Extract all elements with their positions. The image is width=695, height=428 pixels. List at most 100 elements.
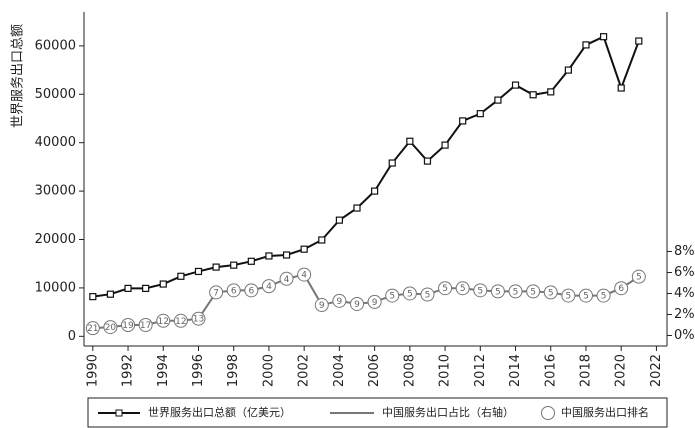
- point: [138, 317, 153, 332]
- point: [350, 296, 365, 311]
- point: [511, 81, 520, 89]
- point: [547, 88, 555, 96]
- x-tick-label: 2018: [578, 354, 593, 387]
- y-tick-label: 50000: [35, 87, 76, 102]
- x-tick-label: 1996: [191, 354, 206, 387]
- point: [226, 283, 241, 298]
- x-tick-label: 2022: [649, 354, 664, 387]
- point: [106, 290, 115, 298]
- data-label: 4: [284, 275, 290, 285]
- x-tick-label: 2002: [297, 354, 312, 387]
- point: [388, 159, 396, 167]
- data-label: 5: [583, 292, 589, 302]
- point: [617, 84, 625, 92]
- point: [614, 281, 629, 296]
- x-tick-label: 2010: [438, 354, 453, 387]
- data-label: 6: [231, 286, 237, 296]
- x-tick-label: 2006: [367, 354, 382, 387]
- data-label: 12: [158, 317, 169, 327]
- point: [561, 288, 576, 303]
- legend-swatch: [115, 409, 123, 417]
- point: [367, 294, 382, 309]
- x-tick-label: 1990: [85, 354, 100, 387]
- data-label: 5: [389, 292, 395, 302]
- point: [173, 313, 188, 328]
- point: [247, 257, 255, 265]
- data-label: 17: [140, 321, 151, 331]
- x-tick-label: 2004: [332, 354, 347, 387]
- y2-tick-label: 2%: [674, 307, 695, 322]
- point: [441, 141, 449, 149]
- data-label: 5: [548, 288, 554, 298]
- data-label: 9: [354, 300, 360, 310]
- x-tick-label: 1994: [156, 354, 171, 387]
- point: [209, 285, 224, 300]
- point: [194, 267, 203, 276]
- x-tick-label: 1998: [226, 354, 241, 387]
- y-tick-label: 10000: [35, 280, 76, 295]
- series-line: [92, 35, 640, 298]
- point: [385, 288, 400, 303]
- y-tick-label: 40000: [35, 135, 76, 150]
- x-tick-label: 2000: [261, 354, 276, 387]
- legend-label: 中国服务出口占比（右轴）: [382, 405, 514, 419]
- x-tick-label: 2016: [543, 354, 558, 387]
- point: [455, 281, 470, 296]
- x-tick-label: 2008: [402, 354, 417, 387]
- point: [332, 293, 347, 308]
- point: [89, 293, 97, 301]
- point: [261, 279, 276, 294]
- point: [631, 269, 646, 284]
- y2-tick-label: 8%: [674, 244, 695, 259]
- point: [177, 272, 185, 280]
- point: [103, 320, 118, 335]
- data-label: 6: [248, 286, 254, 296]
- data-label: 9: [337, 297, 343, 307]
- point: [529, 91, 537, 99]
- y-tick-label: 20000: [35, 232, 76, 247]
- point: [230, 261, 238, 269]
- data-label: 12: [175, 317, 186, 327]
- data-label: 9: [372, 298, 378, 308]
- point: [265, 252, 273, 260]
- y2-tick-label: 4%: [674, 286, 695, 301]
- point: [508, 284, 523, 299]
- data-label: 5: [407, 289, 413, 299]
- point: [244, 283, 259, 298]
- y-tick-label: 30000: [35, 184, 76, 199]
- point: [121, 317, 136, 332]
- point: [279, 271, 294, 286]
- point: [156, 313, 171, 328]
- data-label: 6: [618, 284, 624, 294]
- point: [142, 284, 150, 292]
- y2-tick-label: 6%: [674, 265, 695, 280]
- y-axis-label: 世界服务出口总额: [10, 24, 26, 128]
- legend-box: [87, 397, 668, 428]
- point: [578, 288, 593, 303]
- data-label: 5: [442, 284, 448, 294]
- point: [124, 284, 132, 292]
- data-label: 5: [513, 287, 519, 297]
- point: [371, 187, 379, 195]
- data-label: 5: [636, 273, 642, 283]
- point: [191, 311, 206, 326]
- point: [459, 117, 467, 125]
- x-tick-label: 2012: [473, 354, 488, 387]
- x-tick-label: 2014: [508, 354, 523, 387]
- point: [582, 41, 590, 49]
- point: [423, 157, 432, 165]
- data-label: 5: [530, 287, 536, 297]
- point: [406, 137, 414, 145]
- point: [599, 33, 608, 41]
- data-label: 20: [105, 323, 117, 333]
- point: [420, 287, 435, 302]
- data-label: 5: [425, 291, 431, 301]
- data-label: 13: [193, 315, 204, 325]
- point: [282, 251, 291, 259]
- data-label: 4: [301, 271, 307, 281]
- point: [85, 321, 100, 336]
- point: [314, 298, 329, 313]
- y-tick-label: 60000: [35, 38, 76, 53]
- data-label: 5: [601, 292, 607, 302]
